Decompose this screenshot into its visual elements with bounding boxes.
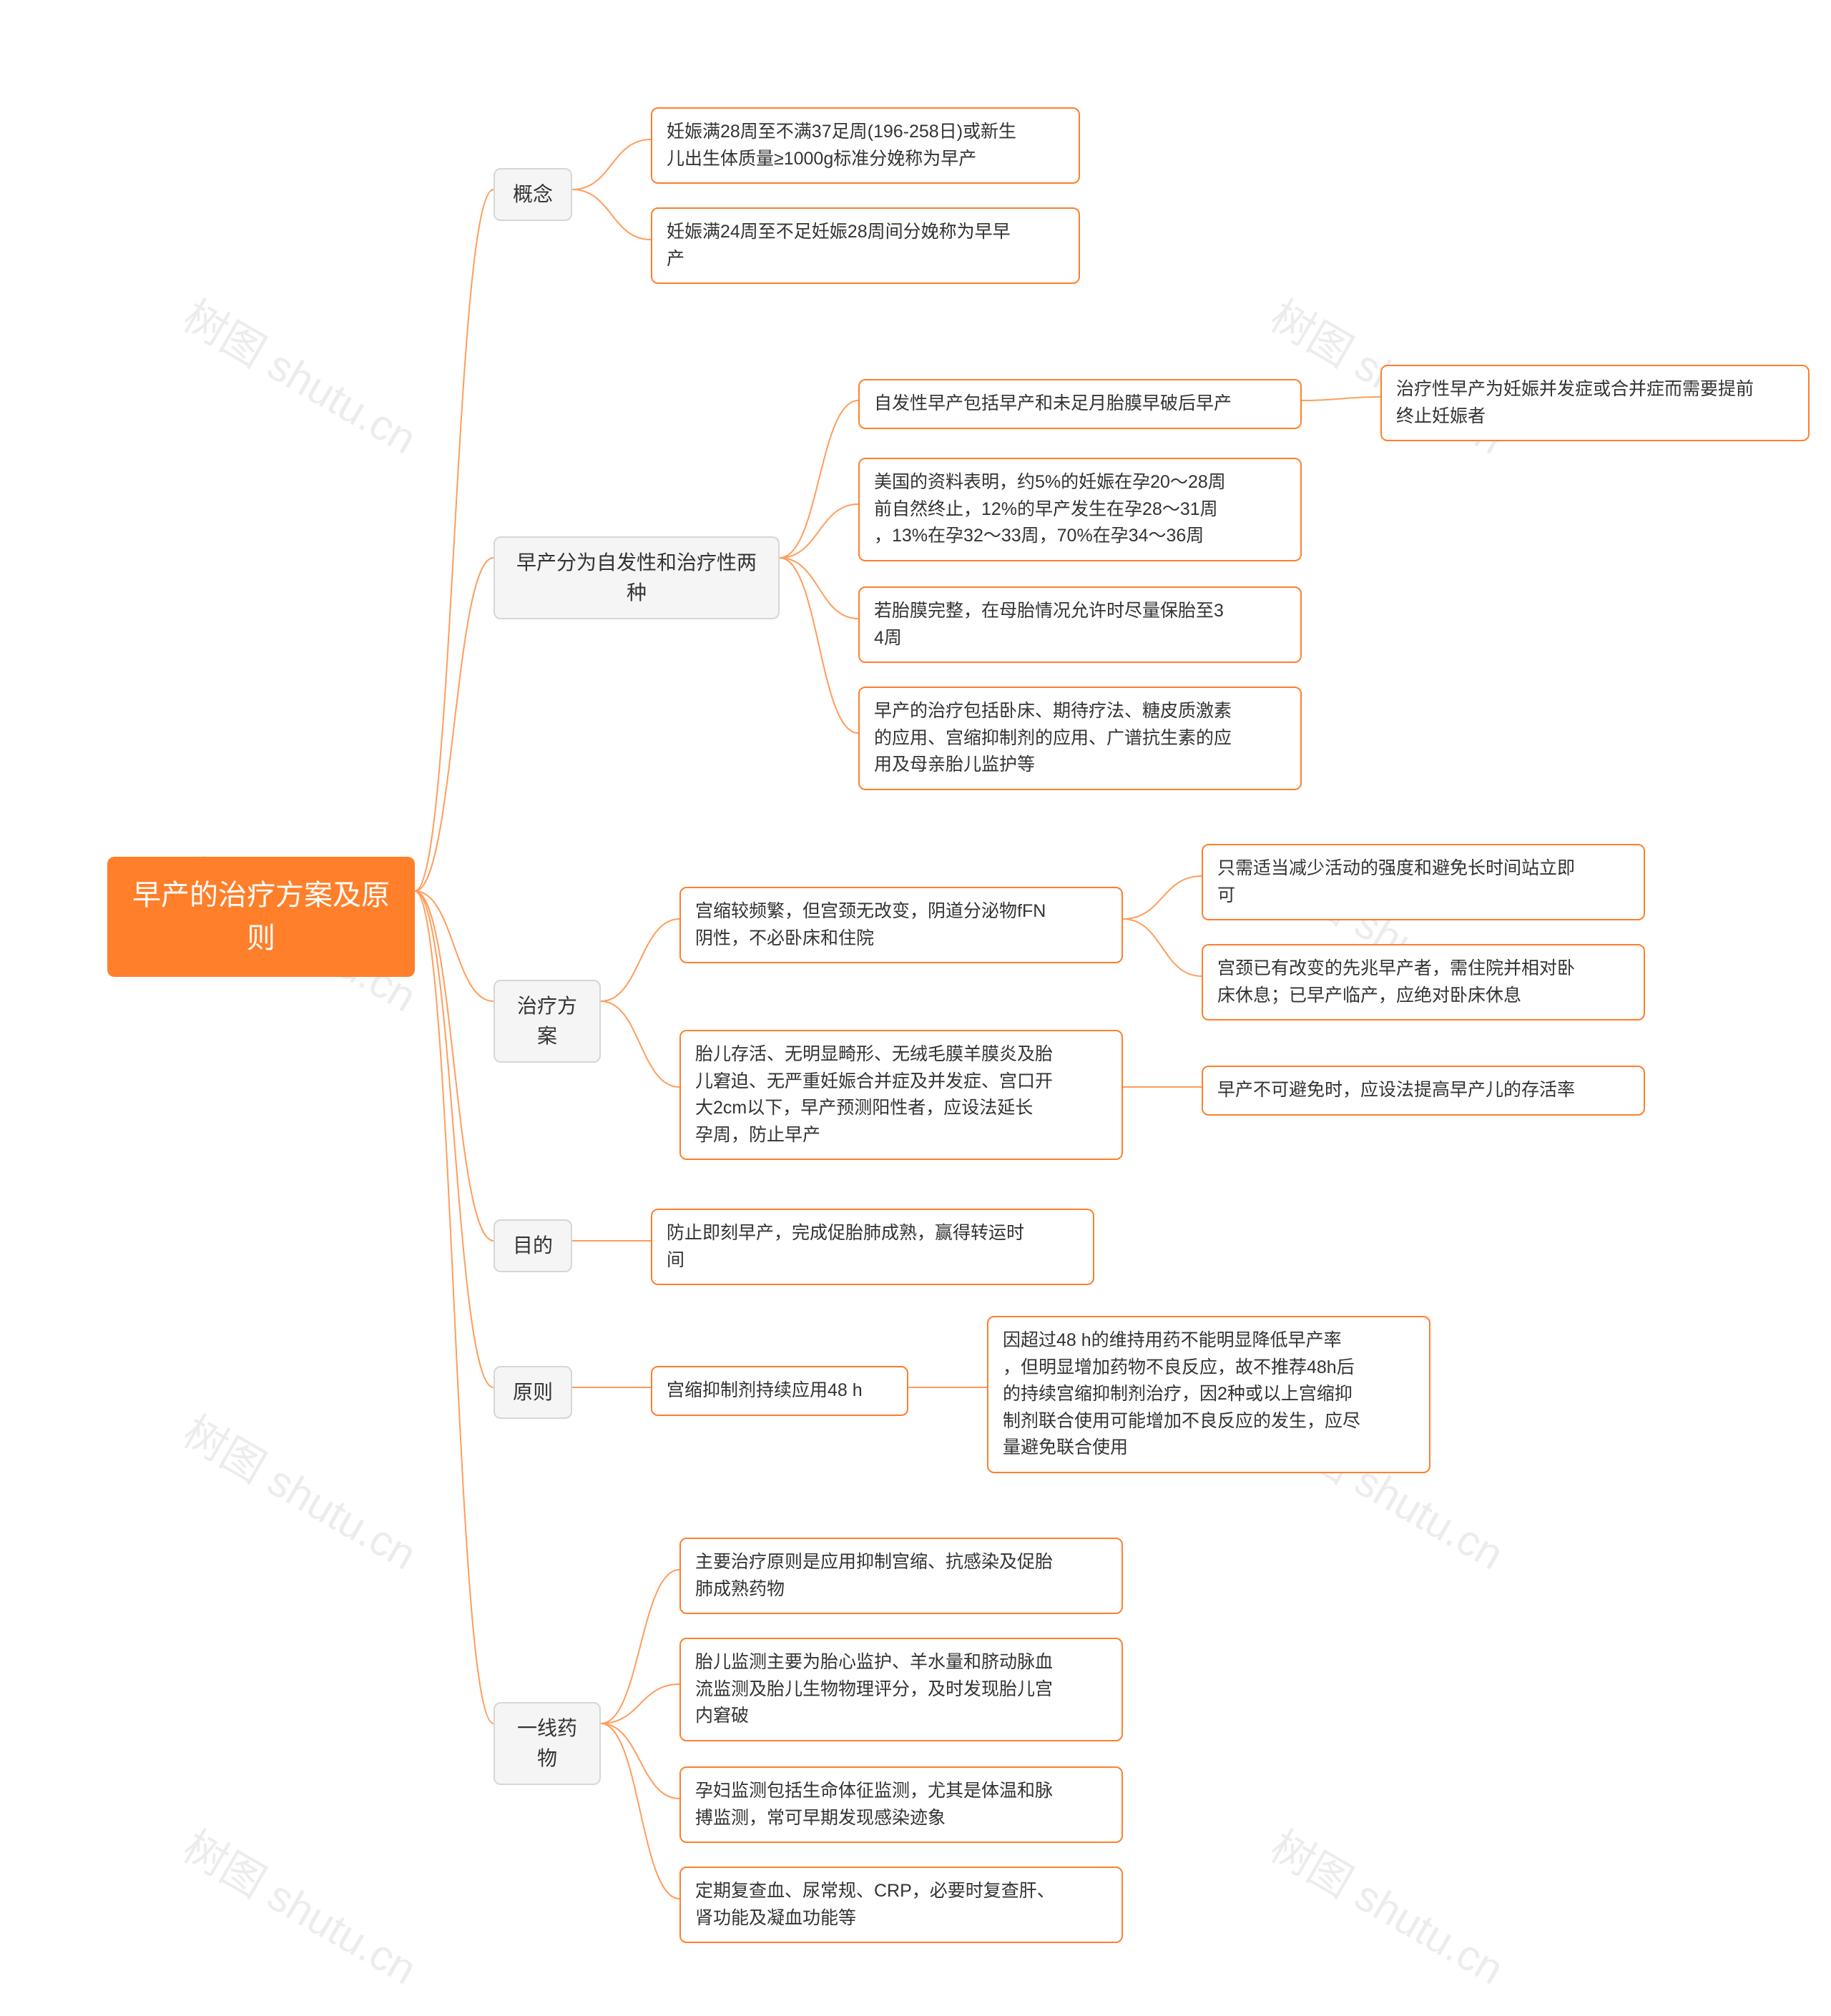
leaf-node: 宫颈已有改变的先兆早产者，需住院并相对卧 床休息；已早产临产，应绝对卧床休息 — [1202, 944, 1645, 1021]
node-text: 主要治疗原则是应用抑制宫缩、抗感染及促胎 肺成熟药物 — [695, 1552, 1053, 1599]
node-text: 早产的治疗包括卧床、期待疗法、糖皮质激素 的应用、宫缩抑制剂的应用、广谱抗生素的… — [874, 701, 1232, 775]
connector — [599, 1722, 681, 1900]
watermark: 树图 shutu.cn — [1261, 1813, 1517, 1997]
node-text: 自发性早产包括早产和未足月胎膜早破后早产 — [874, 393, 1232, 413]
node-text: 概念 — [513, 183, 553, 205]
branch-node: 一线药物 — [494, 1702, 601, 1785]
node-text: 宫颈已有改变的先兆早产者，需住院并相对卧 床休息；已早产临产，应绝对卧床休息 — [1217, 958, 1575, 1005]
root-node: 早产的治疗方案及原则 — [107, 857, 415, 977]
connector — [599, 1568, 681, 1725]
leaf-node: 早产的治疗包括卧床、期待疗法、糖皮质激素 的应用、宫缩抑制剂的应用、广谱抗生素的… — [858, 687, 1302, 790]
leaf-node: 治疗性早产为妊娠并发症或合并症而需要提前 终止妊娠者 — [1380, 365, 1810, 441]
node-text: 胎儿存活、无明显畸形、无绒毛膜羊膜炎及胎 儿窘迫、无严重妊娠合并症及并发症、宫口… — [695, 1044, 1053, 1145]
node-text: 一线药物 — [517, 1717, 577, 1769]
node-text: 只需适当减少活动的强度和避免长时间站立即 可 — [1217, 858, 1575, 905]
leaf-node: 若胎膜完整，在母胎情况允许时尽量保胎至3 4周 — [858, 586, 1302, 663]
node-text: 妊娠满28周至不满37足周(196-258日)或新生 儿出生体质量≥1000g标… — [667, 122, 1016, 169]
connector — [413, 890, 495, 1389]
connector — [778, 556, 860, 734]
leaf-node: 防止即刻早产，完成促胎肺成熟，赢得转运时 间 — [651, 1209, 1094, 1285]
leaf-node: 胎儿监测主要为胎心监护、羊水量和脐动脉血 流监测及胎儿生物物理评分，及时发现胎儿… — [679, 1638, 1123, 1741]
connector — [1300, 395, 1382, 402]
leaf-node: 自发性早产包括早产和未足月胎膜早破后早产 — [858, 379, 1302, 429]
leaf-node: 美国的资料表明，约5%的妊娠在孕20～28周 前自然终止，12%的早产发生在孕2… — [858, 458, 1302, 561]
connector — [599, 918, 681, 1003]
branch-node: 早产分为自发性和治疗性两种 — [494, 536, 780, 619]
node-text: 宫缩抑制剂持续应用48 h — [667, 1380, 863, 1400]
branch-node: 治疗方案 — [494, 980, 601, 1063]
node-text: 定期复查血、尿常规、CRP，必要时复查肝、 肾功能及凝血功能等 — [695, 1881, 1055, 1928]
watermark: 树图 shutu.cn — [174, 1398, 430, 1582]
leaf-node: 宫缩较频繁，但宫颈无改变，阴道分泌物fFN 阴性，不必卧床和住院 — [679, 887, 1123, 963]
watermark: 树图 shutu.cn — [174, 1813, 430, 1997]
leaf-node: 宫缩抑制剂持续应用48 h — [651, 1366, 908, 1416]
connector — [778, 503, 860, 559]
node-text: 防止即刻早产，完成促胎肺成熟，赢得转运时 间 — [667, 1223, 1024, 1270]
connector — [571, 1239, 652, 1242]
node-text: 若胎膜完整，在母胎情况允许时尽量保胎至3 4周 — [874, 601, 1224, 648]
connector — [413, 188, 495, 893]
leaf-node: 早产不可避免时，应设法提高早产儿的存活率 — [1202, 1066, 1645, 1116]
node-text: 宫缩较频繁，但宫颈无改变，阴道分泌物fFN 阴性，不必卧床和住院 — [695, 901, 1046, 948]
connector — [413, 890, 495, 1003]
connector — [1121, 1086, 1203, 1088]
leaf-node: 因超过48 h的维持用药不能明显降低早产率 ，但明显增加药物不良反应，故不推荐4… — [987, 1316, 1430, 1473]
leaf-node: 妊娠满28周至不满37足周(196-258日)或新生 儿出生体质量≥1000g标… — [651, 107, 1080, 184]
connector — [1121, 875, 1203, 920]
connector — [413, 890, 495, 1725]
leaf-node: 孕妇监测包括生命体征监测，尤其是体温和脉 搏监测，常可早期发现感染迹象 — [679, 1766, 1123, 1843]
node-text: 目的 — [513, 1234, 553, 1257]
branch-node: 目的 — [494, 1219, 572, 1272]
node-text: 孕妇监测包括生命体征监测，尤其是体温和脉 搏监测，常可早期发现感染迹象 — [695, 1781, 1053, 1828]
connector — [907, 1386, 988, 1389]
leaf-node: 胎儿存活、无明显畸形、无绒毛膜羊膜炎及胎 儿窘迫、无严重妊娠合并症及并发症、宫口… — [679, 1030, 1123, 1160]
watermark: 树图 shutu.cn — [174, 282, 430, 466]
leaf-node: 只需适当减少活动的强度和避免长时间站立即 可 — [1202, 844, 1645, 920]
connector — [778, 399, 860, 559]
node-text: 妊娠满24周至不足妊娠28周间分娩称为早早 产 — [667, 222, 1011, 269]
leaf-node: 定期复查血、尿常规、CRP，必要时复查肝、 肾功能及凝血功能等 — [679, 1867, 1123, 1943]
node-text: 治疗性早产为妊娠并发症或合并症而需要提前 终止妊娠者 — [1396, 379, 1754, 426]
leaf-node: 妊娠满24周至不足妊娠28周间分娩称为早早 产 — [651, 207, 1080, 284]
connector — [1121, 918, 1203, 978]
node-text: 治疗方案 — [517, 995, 577, 1047]
node-text: 因超过48 h的维持用药不能明显降低早产率 ，但明显增加药物不良反应，故不推荐4… — [1003, 1330, 1360, 1457]
node-text: 胎儿监测主要为胎心监护、羊水量和脐动脉血 流监测及胎儿生物物理评分，及时发现胎儿… — [695, 1652, 1053, 1726]
connector — [599, 1683, 681, 1725]
branch-node: 原则 — [494, 1366, 572, 1419]
connector — [571, 138, 652, 191]
connector — [413, 556, 495, 893]
connector — [778, 556, 860, 620]
node-text: 原则 — [513, 1381, 553, 1403]
node-text: 美国的资料表明，约5%的妊娠在孕20～28周 前自然终止，12%的早产发生在孕2… — [874, 472, 1226, 546]
connector — [599, 1000, 681, 1088]
branch-node: 概念 — [494, 168, 572, 221]
leaf-node: 主要治疗原则是应用抑制宫缩、抗感染及促胎 肺成熟药物 — [679, 1538, 1123, 1614]
connector — [571, 1386, 652, 1389]
node-text: 早产分为自发性和治疗性两种 — [516, 551, 757, 604]
connector — [413, 890, 495, 1242]
node-text: 早产不可避免时，应设法提高早产儿的存活率 — [1217, 1080, 1575, 1100]
connector — [571, 188, 652, 241]
connector — [599, 1722, 681, 1800]
node-text: 早产的治疗方案及原则 — [132, 880, 390, 954]
